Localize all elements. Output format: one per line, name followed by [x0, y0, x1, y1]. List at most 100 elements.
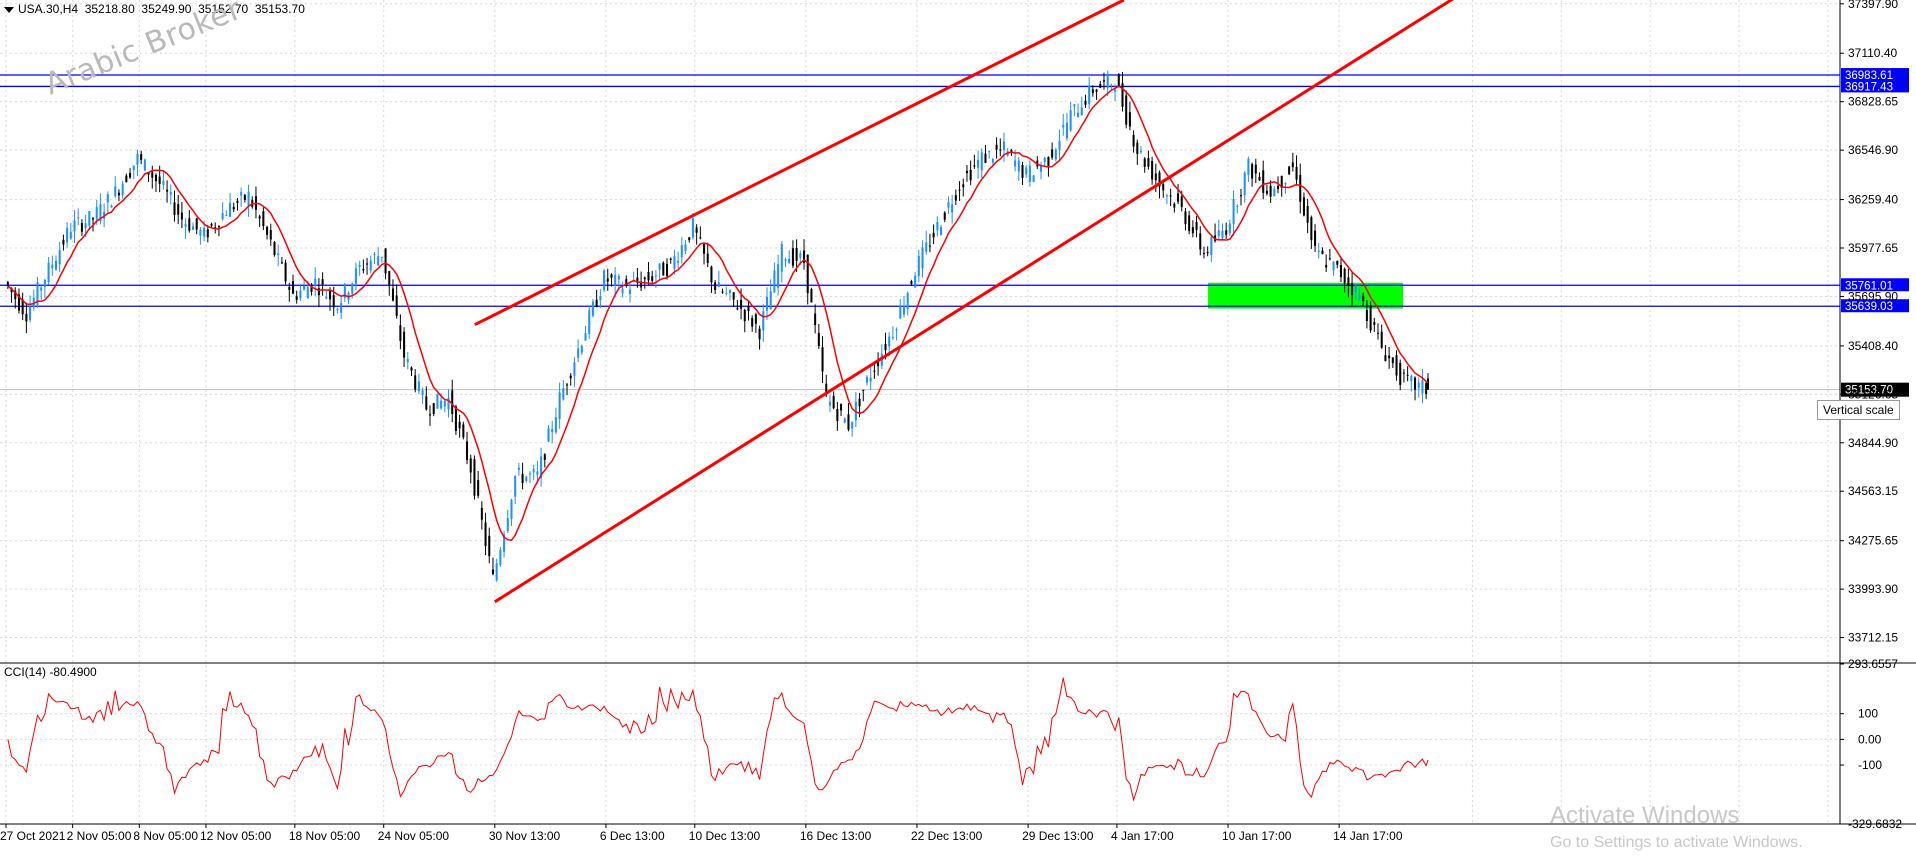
- candle-body: [277, 253, 280, 256]
- candle-body: [166, 189, 169, 192]
- candle-body: [1354, 285, 1357, 293]
- candle-body: [769, 291, 772, 310]
- candle-body: [29, 306, 32, 321]
- candle-body: [814, 313, 817, 326]
- candle-body: [262, 211, 265, 227]
- candle-body: [932, 232, 935, 238]
- candle-body: [528, 473, 532, 475]
- candle-body: [84, 223, 87, 229]
- channel-lower-line[interactable]: [494, 0, 1840, 604]
- candle-body: [943, 212, 946, 220]
- candle-body: [229, 203, 232, 217]
- candle-body: [954, 195, 957, 201]
- candle-body: [203, 227, 206, 237]
- time-tick-label: 10 Dec 13:00: [689, 829, 761, 843]
- candle-body: [1028, 165, 1031, 182]
- candle-body: [591, 301, 594, 316]
- candle-body: [902, 306, 906, 315]
- candle-body: [380, 256, 383, 258]
- candle-body: [43, 279, 46, 288]
- candle-body: [414, 375, 417, 390]
- candle-body: [436, 393, 439, 409]
- level-tag-label: 35639.03: [1845, 301, 1893, 313]
- candle-body: [206, 229, 209, 238]
- candle-body: [143, 159, 146, 171]
- candle-body: [77, 217, 80, 219]
- candle-body: [473, 459, 476, 496]
- candle-body: [1095, 89, 1098, 92]
- candle-body: [488, 535, 491, 557]
- candle-body: [695, 227, 698, 233]
- candle-body: [914, 275, 917, 288]
- candle-body: [188, 218, 191, 231]
- candle-body: [125, 175, 128, 183]
- trend-channel[interactable]: [474, 0, 1840, 604]
- candle-body: [658, 263, 661, 270]
- candle-body: [865, 376, 868, 383]
- candle-body: [1077, 112, 1080, 117]
- candle-body: [240, 192, 243, 196]
- candle-body: [258, 216, 261, 219]
- candle-body: [1402, 372, 1405, 374]
- candle-body: [88, 211, 91, 226]
- candle-body: [340, 302, 343, 313]
- candle-body: [828, 401, 831, 406]
- candle-body: [1102, 80, 1105, 82]
- candle-body: [243, 194, 246, 200]
- candle-body: [136, 153, 139, 165]
- candle-body: [32, 297, 35, 308]
- candle-body: [1380, 331, 1383, 348]
- price-tick-label: 36828.65: [1848, 95, 1898, 109]
- channel-upper-line[interactable]: [474, 0, 1125, 327]
- candle-body: [58, 250, 61, 265]
- candle-body: [636, 277, 639, 283]
- candle-body: [617, 276, 620, 280]
- candle-body: [1347, 277, 1350, 286]
- candle-body: [1399, 362, 1402, 385]
- price-tick-label: 36259.40: [1848, 193, 1898, 207]
- candle-body: [1088, 85, 1091, 104]
- candle-body: [1269, 185, 1272, 197]
- candle-body: [184, 223, 187, 227]
- candle-body: [510, 499, 513, 519]
- candle-body: [551, 428, 554, 433]
- candle-body: [662, 262, 665, 276]
- candle-body: [643, 277, 646, 280]
- candle-body: [765, 296, 769, 311]
- time-tick-label: 22 Dec 13:00: [911, 829, 983, 843]
- candle-body: [1062, 124, 1065, 128]
- candle-body: [6, 282, 9, 287]
- candle-body: [980, 152, 983, 171]
- candle-body: [54, 260, 58, 270]
- dropdown-triangle-icon[interactable]: [4, 6, 14, 13]
- candle-body: [906, 293, 909, 310]
- candle-body: [1025, 167, 1028, 175]
- candle-body: [1132, 134, 1135, 147]
- candle-body: [1265, 190, 1268, 194]
- candle-body: [799, 253, 802, 258]
- candle-body: [51, 264, 54, 269]
- candle-body: [373, 254, 376, 256]
- candle-body: [1339, 265, 1342, 278]
- price-tick-label: 35977.65: [1848, 241, 1898, 255]
- candle-body: [273, 242, 276, 255]
- candle-body: [180, 212, 183, 220]
- candle-body: [847, 414, 850, 430]
- candle-body: [80, 223, 83, 232]
- candle-body: [266, 227, 269, 235]
- candle-body: [1225, 230, 1228, 235]
- candle-body: [569, 375, 572, 379]
- level-tag: [1841, 278, 1909, 292]
- candle-body: [1362, 295, 1365, 302]
- candle-body: [458, 421, 461, 429]
- candle-body: [1351, 283, 1354, 296]
- cci-line: [7, 677, 1429, 802]
- candle-body: [651, 276, 654, 281]
- candle-body: [1080, 107, 1083, 116]
- candle-body: [1243, 172, 1246, 196]
- candle-body: [1321, 250, 1324, 255]
- candle-body: [154, 174, 157, 182]
